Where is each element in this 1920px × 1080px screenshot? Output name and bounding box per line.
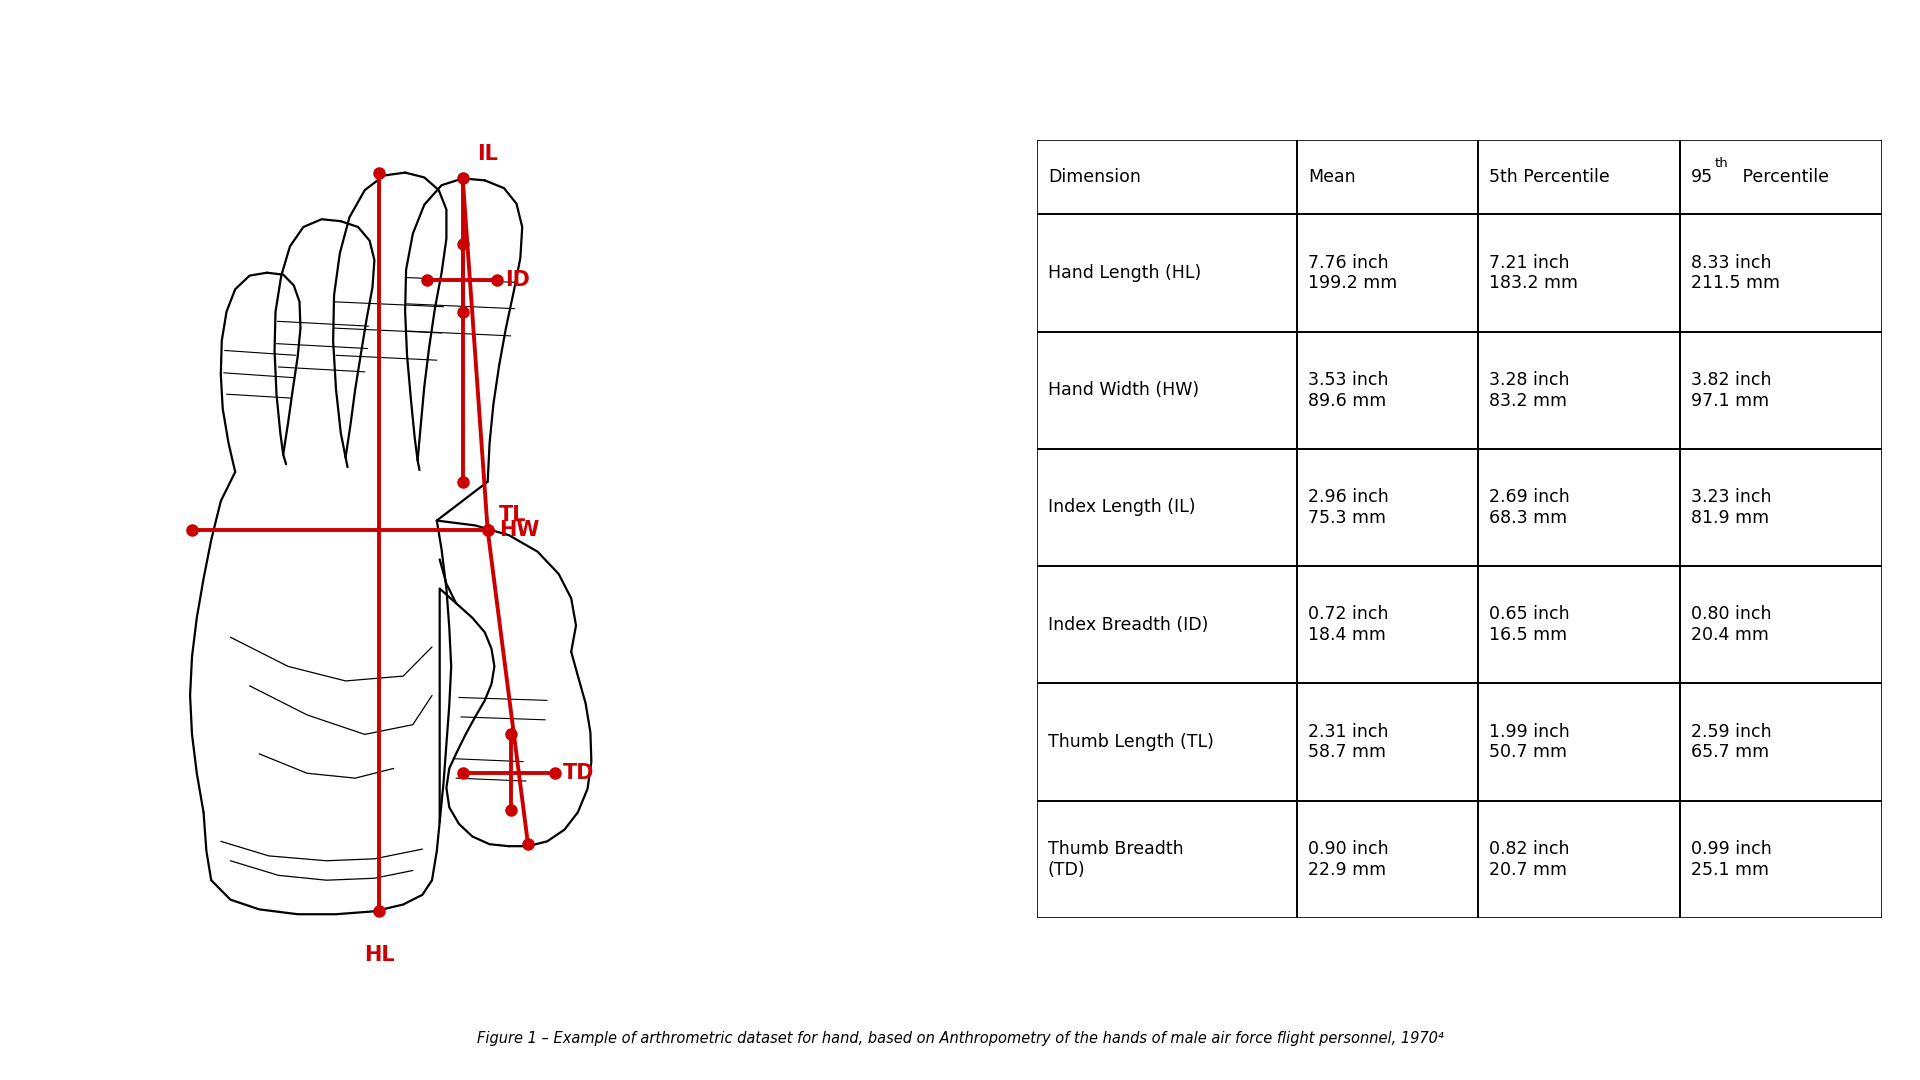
Bar	[1680, 449, 1882, 566]
Text: 95: 95	[1692, 168, 1713, 187]
Text: Percentile: Percentile	[1738, 168, 1830, 187]
Bar	[1037, 214, 1298, 332]
Text: 7.76 inch
199.2 mm: 7.76 inch 199.2 mm	[1308, 254, 1398, 293]
Text: Hand Width (HW): Hand Width (HW)	[1048, 381, 1198, 400]
Text: HW: HW	[499, 521, 540, 540]
Text: Hand Length (HL): Hand Length (HL)	[1048, 264, 1202, 282]
Text: 2.31 inch
58.7 mm: 2.31 inch 58.7 mm	[1308, 723, 1388, 761]
Text: TD: TD	[563, 764, 593, 783]
Text: Thumb Length (TL): Thumb Length (TL)	[1048, 733, 1213, 751]
Bar	[1037, 449, 1298, 566]
Text: 0.65 inch
16.5 mm: 0.65 inch 16.5 mm	[1490, 606, 1571, 644]
Bar	[1037, 332, 1298, 449]
Bar	[1478, 566, 1680, 684]
Bar	[1037, 800, 1298, 918]
Text: Dimension: Dimension	[1048, 168, 1140, 187]
Text: 7.21 inch
183.2 mm: 7.21 inch 183.2 mm	[1490, 254, 1578, 293]
Text: 0.82 inch
20.7 mm: 0.82 inch 20.7 mm	[1490, 840, 1569, 879]
Bar	[1680, 566, 1882, 684]
Text: HL: HL	[365, 945, 394, 966]
Text: 2.96 inch
75.3 mm: 2.96 inch 75.3 mm	[1308, 488, 1388, 527]
Text: TL: TL	[499, 505, 526, 526]
Bar	[1680, 140, 1882, 214]
Text: th: th	[1715, 157, 1728, 170]
Text: ID: ID	[505, 270, 530, 289]
Bar	[1478, 332, 1680, 449]
Text: 0.80 inch
20.4 mm: 0.80 inch 20.4 mm	[1692, 606, 1772, 644]
Text: 1.99 inch
50.7 mm: 1.99 inch 50.7 mm	[1490, 723, 1571, 761]
Text: 3.28 inch
83.2 mm: 3.28 inch 83.2 mm	[1490, 370, 1569, 409]
Bar	[1478, 684, 1680, 800]
Bar	[1037, 684, 1298, 800]
Text: 2.59 inch
65.7 mm: 2.59 inch 65.7 mm	[1692, 723, 1772, 761]
Bar	[1680, 800, 1882, 918]
Bar	[1298, 140, 1478, 214]
Bar	[1037, 140, 1298, 214]
Bar	[1478, 449, 1680, 566]
Bar	[1680, 684, 1882, 800]
Bar	[1298, 332, 1478, 449]
Text: 0.72 inch
18.4 mm: 0.72 inch 18.4 mm	[1308, 606, 1388, 644]
Bar	[1680, 332, 1882, 449]
Bar	[1037, 566, 1298, 684]
Bar	[1298, 684, 1478, 800]
Text: Figure 1 – Example of arthrometric dataset for hand, based on Anthropometry of t: Figure 1 – Example of arthrometric datas…	[476, 1031, 1444, 1047]
Text: 3.23 inch
81.9 mm: 3.23 inch 81.9 mm	[1692, 488, 1772, 527]
Text: 3.82 inch
97.1 mm: 3.82 inch 97.1 mm	[1692, 370, 1772, 409]
Bar	[1478, 140, 1680, 214]
Text: Index Breadth (ID): Index Breadth (ID)	[1048, 616, 1208, 634]
Text: 8.33 inch
211.5 mm: 8.33 inch 211.5 mm	[1692, 254, 1780, 293]
Bar	[1478, 800, 1680, 918]
Text: 3.53 inch
89.6 mm: 3.53 inch 89.6 mm	[1308, 370, 1388, 409]
Text: IL: IL	[478, 144, 497, 164]
Bar	[1298, 449, 1478, 566]
Text: 0.99 inch
25.1 mm: 0.99 inch 25.1 mm	[1692, 840, 1772, 879]
Text: 2.69 inch
68.3 mm: 2.69 inch 68.3 mm	[1490, 488, 1571, 527]
Text: 0.90 inch
22.9 mm: 0.90 inch 22.9 mm	[1308, 840, 1388, 879]
Bar	[1478, 214, 1680, 332]
Bar	[1298, 566, 1478, 684]
Bar	[1298, 214, 1478, 332]
Bar	[1680, 214, 1882, 332]
Text: Thumb Breadth
(TD): Thumb Breadth (TD)	[1048, 840, 1183, 879]
Text: Mean: Mean	[1308, 168, 1356, 187]
Text: Index Length (IL): Index Length (IL)	[1048, 499, 1196, 516]
Text: 5th Percentile: 5th Percentile	[1490, 168, 1609, 187]
Bar	[1298, 800, 1478, 918]
